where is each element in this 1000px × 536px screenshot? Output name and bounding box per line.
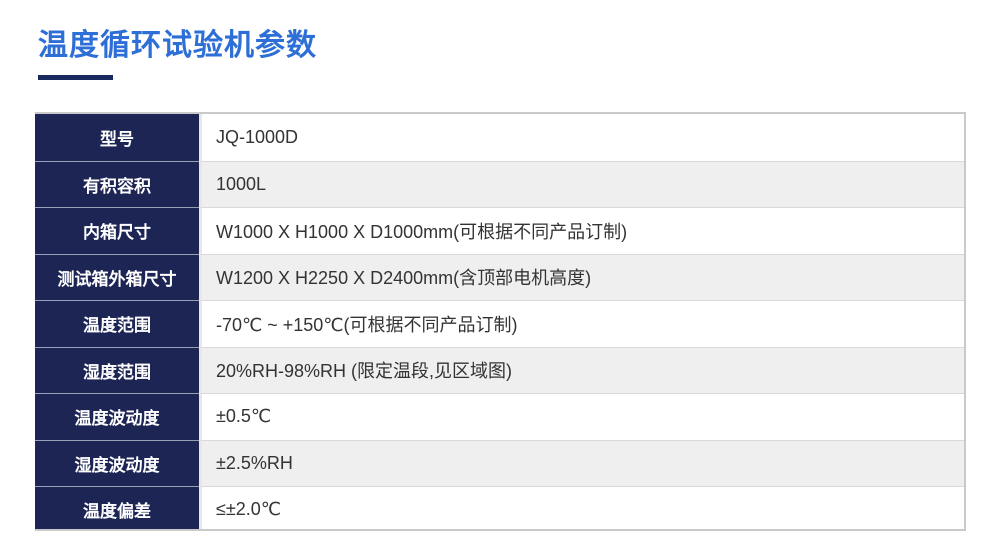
row-value-volume: 1000L bbox=[199, 160, 964, 207]
row-label-inner-size: 内箱尺寸 bbox=[35, 207, 199, 254]
table-row: 温度范围 -70℃ ~ +150℃(可根据不同产品订制) bbox=[35, 300, 964, 347]
table-row: 湿度波动度 ±2.5%RH bbox=[35, 439, 964, 486]
table-row: 内箱尺寸 W1000 X H1000 X D1000mm(可根据不同产品订制) bbox=[35, 207, 964, 254]
row-value-temp-range: -70℃ ~ +150℃(可根据不同产品订制) bbox=[199, 300, 964, 347]
row-label-model: 型号 bbox=[35, 114, 199, 161]
table-row: 型号 JQ-1000D bbox=[35, 114, 964, 161]
table-row: 温度偏差 ≤±2.0℃ bbox=[35, 486, 964, 529]
row-label-humidity-fluctuation: 湿度波动度 bbox=[35, 439, 199, 486]
row-label-temp-deviation: 温度偏差 bbox=[35, 486, 199, 529]
row-value-model: JQ-1000D bbox=[199, 114, 964, 161]
row-value-humidity-range: 20%RH-98%RH (限定温段,见区域图) bbox=[199, 346, 964, 393]
row-label-temp-range: 温度范围 bbox=[35, 300, 199, 347]
row-value-humidity-fluctuation: ±2.5%RH bbox=[199, 439, 964, 486]
title-underline bbox=[38, 75, 113, 80]
row-value-outer-size: W1200 X H2250 X D2400mm(含顶部电机高度) bbox=[199, 253, 964, 300]
page-title: 温度循环试验机参数 bbox=[38, 29, 317, 62]
row-label-humidity-range: 湿度范围 bbox=[35, 346, 199, 393]
row-value-temp-fluctuation: ±0.5℃ bbox=[199, 393, 964, 440]
spec-table: 型号 JQ-1000D 有积容积 1000L 内箱尺寸 W1000 X H100… bbox=[35, 112, 966, 531]
row-label-volume: 有积容积 bbox=[35, 160, 199, 207]
table-row: 温度波动度 ±0.5℃ bbox=[35, 393, 964, 440]
row-label-outer-size: 测试箱外箱尺寸 bbox=[35, 253, 199, 300]
row-label-temp-fluctuation: 温度波动度 bbox=[35, 393, 199, 440]
row-value-inner-size: W1000 X H1000 X D1000mm(可根据不同产品订制) bbox=[199, 207, 964, 254]
table-row: 有积容积 1000L bbox=[35, 160, 964, 207]
table-row: 湿度范围 20%RH-98%RH (限定温段,见区域图) bbox=[35, 346, 964, 393]
row-value-temp-deviation: ≤±2.0℃ bbox=[199, 486, 964, 529]
table-row: 测试箱外箱尺寸 W1200 X H2250 X D2400mm(含顶部电机高度) bbox=[35, 253, 964, 300]
